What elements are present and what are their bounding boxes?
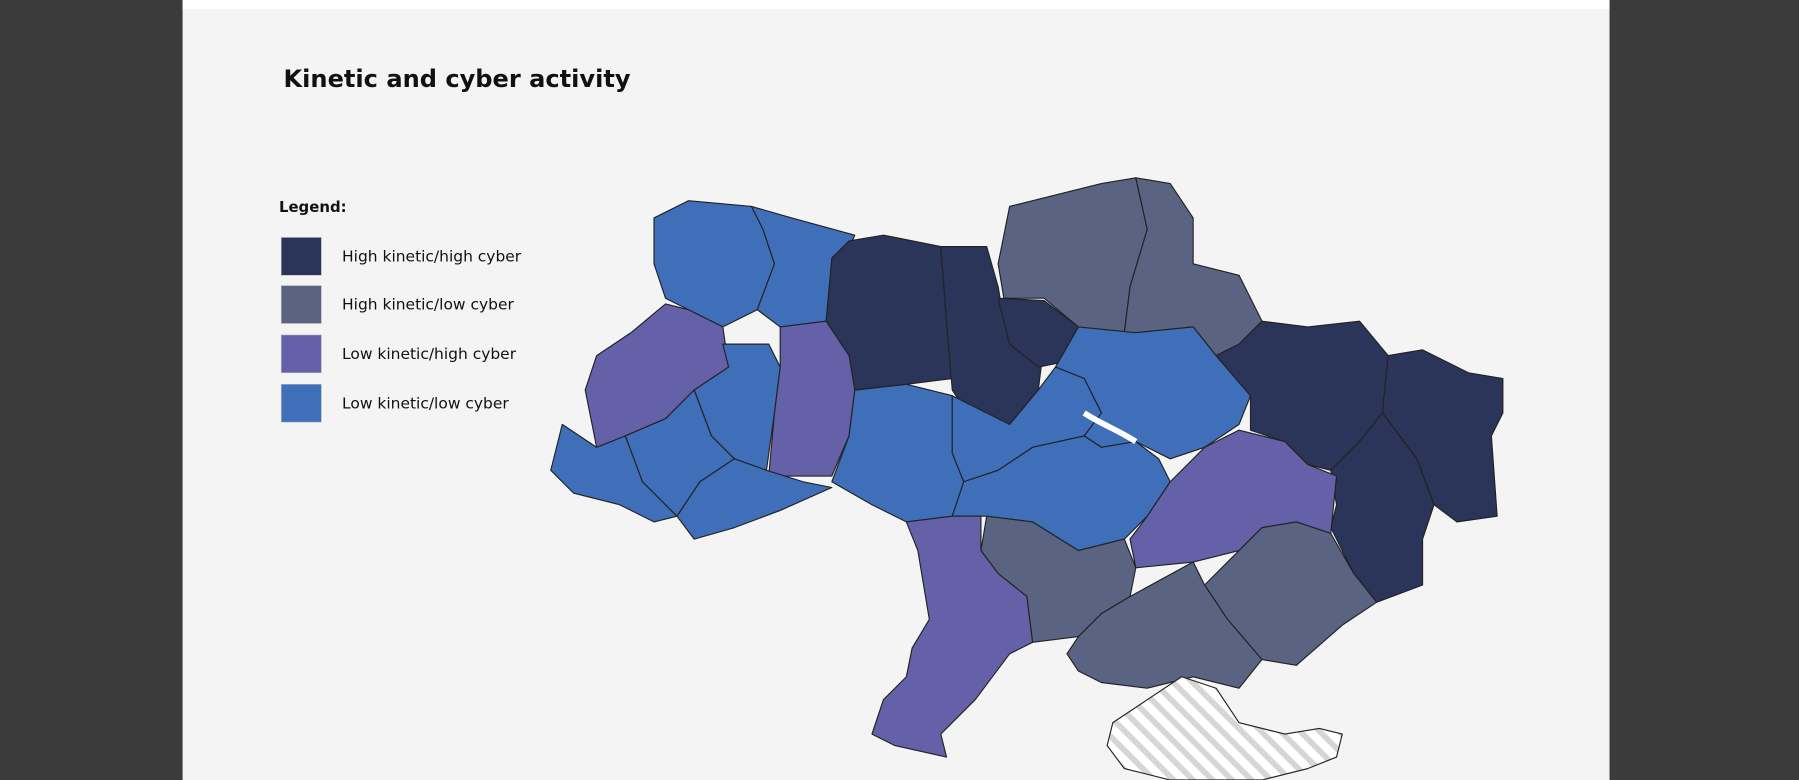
- region: [871, 515, 1034, 758]
- legend-swatch: [280, 334, 322, 374]
- region: [550, 423, 678, 523]
- legend-label: Low kinetic/high cyber: [342, 345, 517, 363]
- legend-label: High kinetic/high cyber: [342, 248, 522, 266]
- legend-swatch: [280, 383, 322, 423]
- reservoir: [1082, 410, 1138, 445]
- region: [951, 366, 1102, 483]
- region: [676, 458, 833, 540]
- legend-swatch: [280, 285, 322, 324]
- legend: High kinetic/high cyber High kinetic/low …: [280, 237, 522, 423]
- legend-label: High kinetic/low cyber: [342, 296, 514, 314]
- title: Kinetic and cyber activity: [284, 65, 631, 93]
- crimea: [1106, 676, 1343, 780]
- map: [550, 177, 1504, 780]
- region: [1066, 561, 1263, 689]
- legend-label: Low kinetic/low cyber: [342, 394, 509, 412]
- page-gap: [182, 0, 1610, 10]
- legend-title: Legend:: [279, 198, 347, 216]
- legend-swatch: [280, 237, 322, 276]
